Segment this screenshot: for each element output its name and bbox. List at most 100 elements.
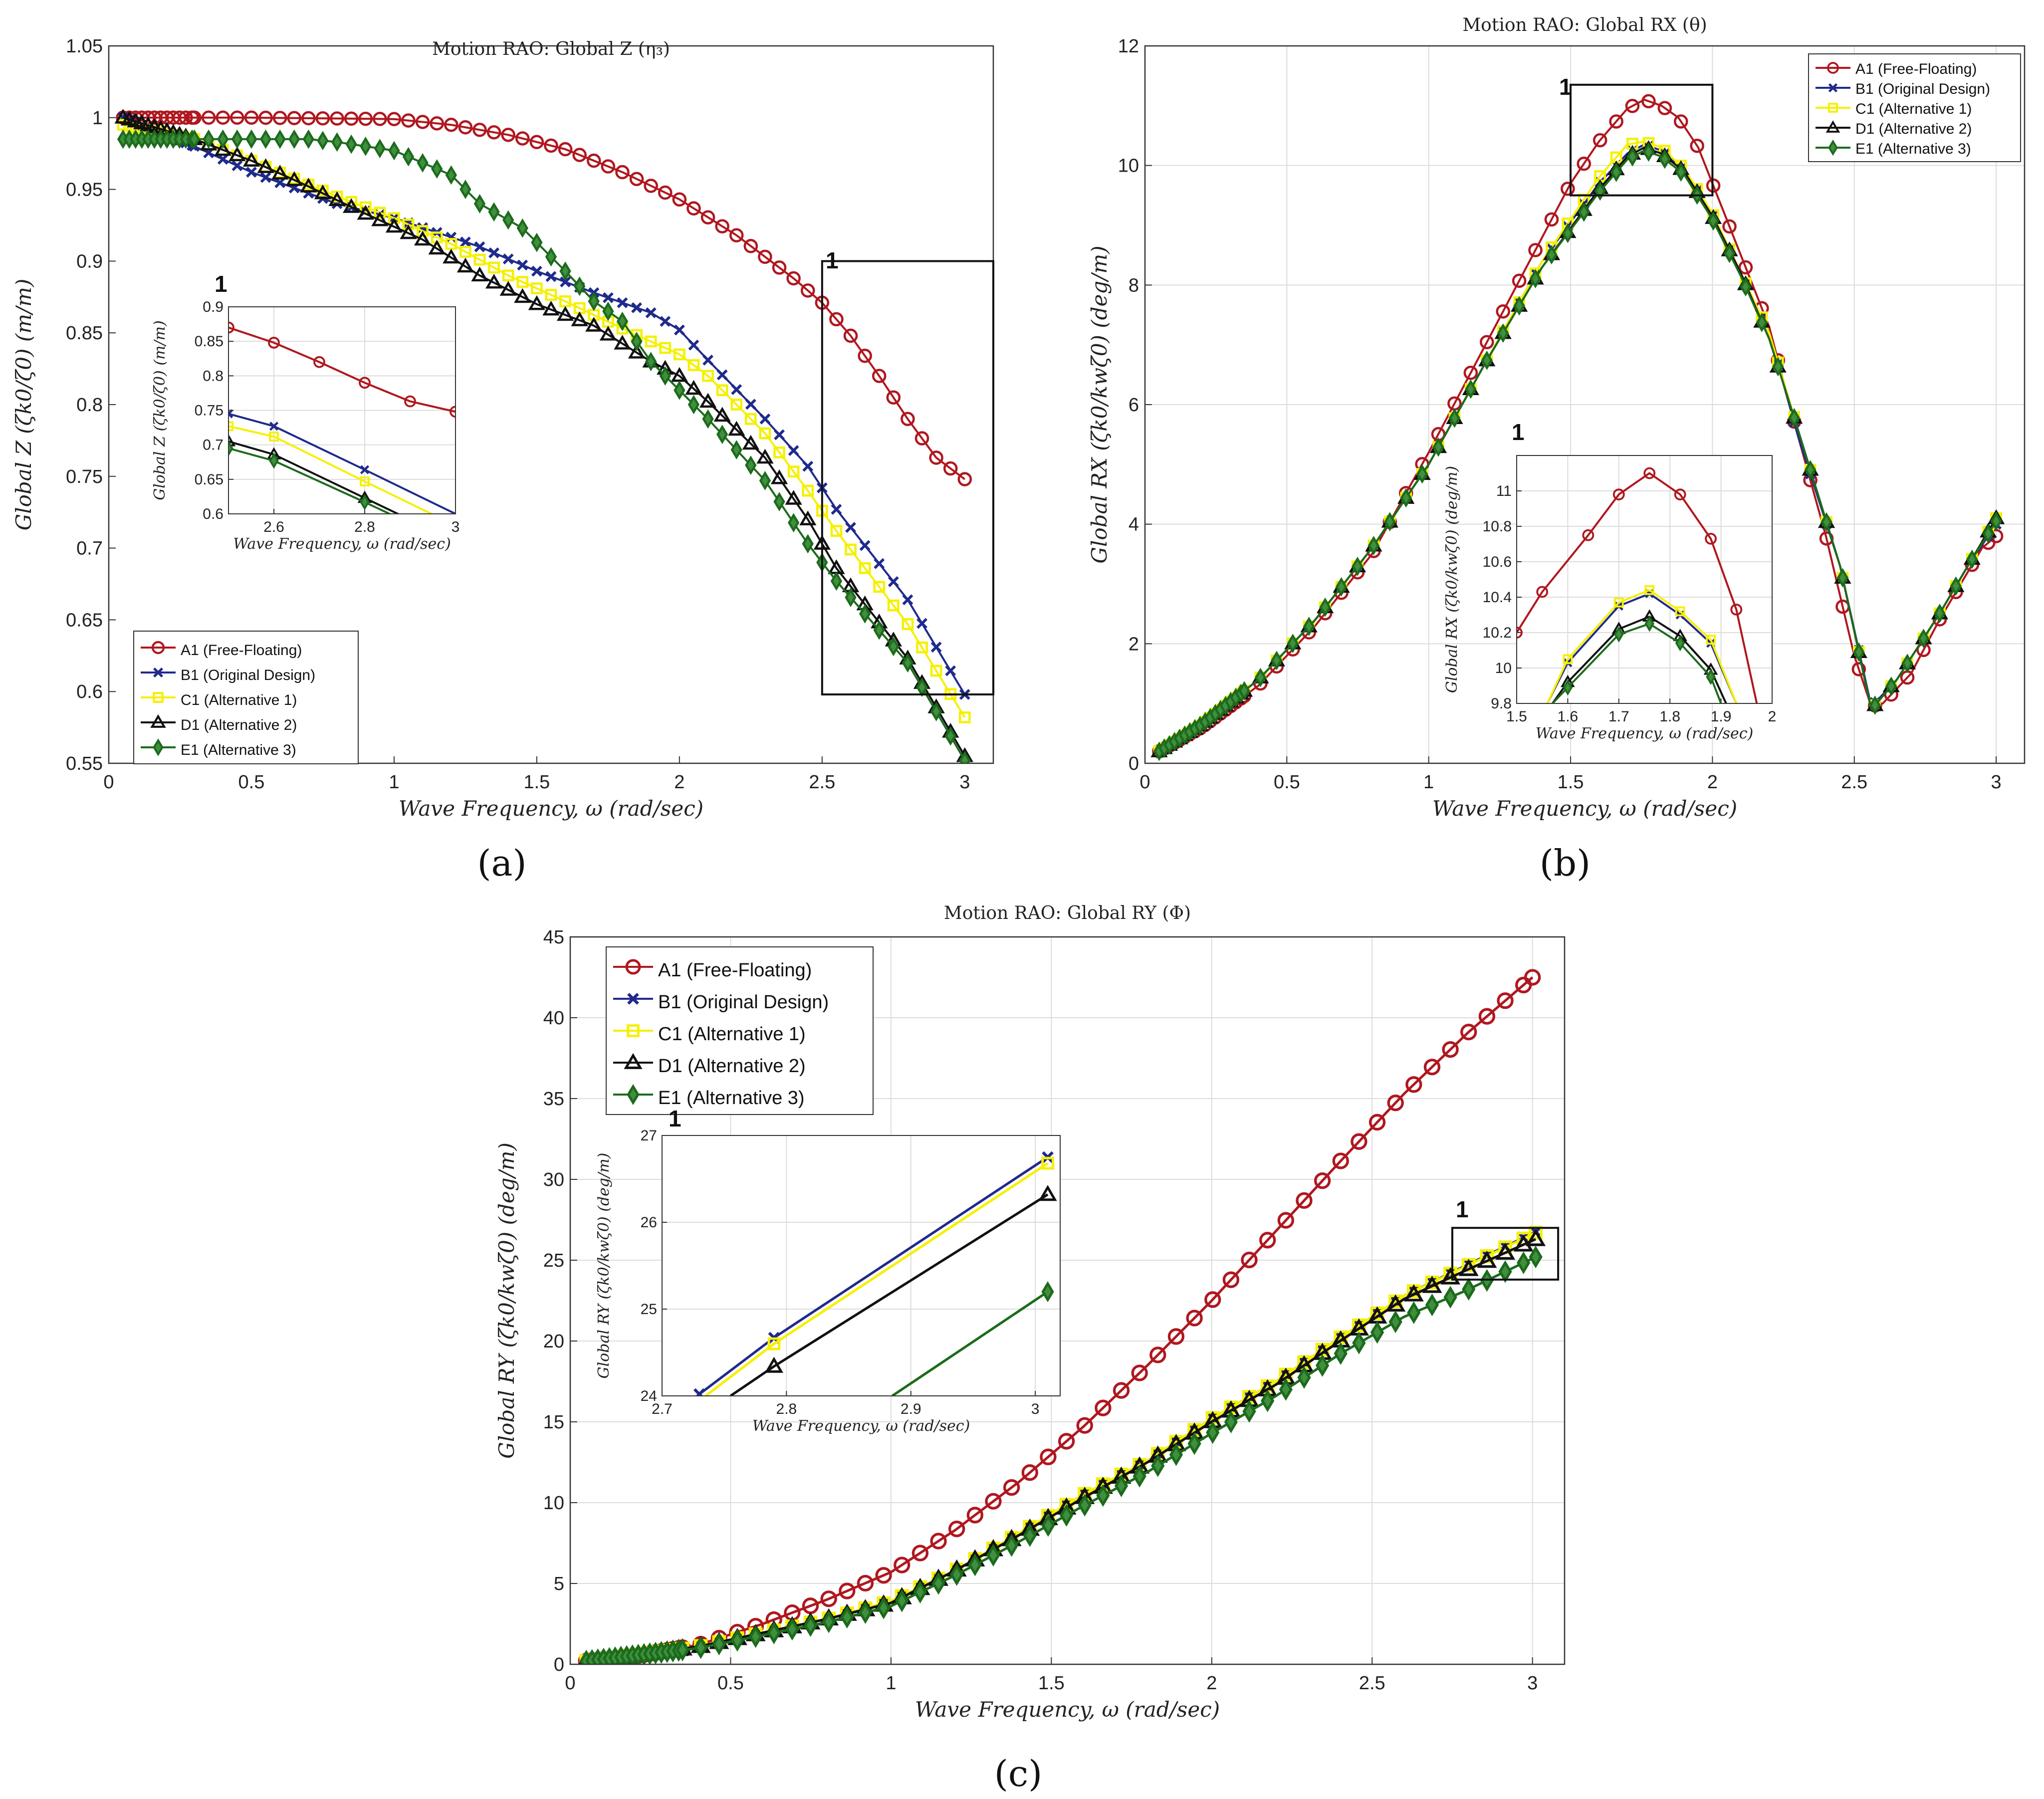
- chart-b-ytick-label: 6: [1129, 395, 1139, 416]
- chart-b-marker-e1-alternative-3: [1416, 464, 1428, 484]
- chart-a-marker-b1-original-design: [688, 339, 699, 351]
- chart-a-marker-c1-alternative-1: [759, 427, 771, 440]
- chart-b-marker-e1-alternative-3: [1982, 524, 1994, 544]
- chart-b-marker-e1-alternative-3: [1400, 488, 1412, 508]
- chart-c-ylabel: Global RY (ζk0/kwζ0) (deg/m): [494, 1142, 519, 1459]
- chart-a-marker-a1-free-floating: [415, 115, 430, 129]
- chart-b-xtick-label: 0.5: [1274, 772, 1300, 793]
- chart-a-marker-d1-alternative-2: [214, 141, 231, 156]
- chart-a-marker-e1-alternative-3: [616, 311, 629, 331]
- chart-c-inset-series-d1-alternative-2: [729, 1185, 1057, 1396]
- chart-a-marker-b1-original-design: [716, 369, 728, 381]
- chart-a-marker-c1-alternative-1: [958, 711, 971, 723]
- chart-a-marker-b1-original-design: [517, 259, 528, 271]
- chart-c-marker-e1-alternative-3: [986, 1544, 1000, 1567]
- chart-a-marker-e1-alternative-3: [402, 147, 415, 167]
- chart-a-marker-c1-alternative-1: [545, 289, 557, 301]
- chart-a-zoom-box: [821, 260, 995, 695]
- chart-b-marker-e1-alternative-3: [1238, 681, 1250, 701]
- chart-a-marker-a1-free-floating: [729, 228, 744, 242]
- chart-c-ytick-label: 35: [543, 1089, 564, 1110]
- chart-b-inset-marker-e1-alternative-3: [1614, 626, 1624, 643]
- chart-c-inset-xtick-label: 2.7: [652, 1401, 673, 1417]
- chart-c-ytick-label: 45: [543, 927, 564, 948]
- chart-a-marker-d1-alternative-2: [257, 158, 274, 173]
- chart-a-marker-a1-free-floating: [544, 138, 558, 153]
- chart-c-inset-marker-1: 1: [669, 1106, 681, 1131]
- chart-a-marker-a1-free-floating: [558, 142, 573, 157]
- chart-c-marker-e1-alternative-3: [676, 1638, 689, 1661]
- chart-c-marker-e1-alternative-3: [803, 1614, 818, 1637]
- chart-a-marker-e1-alternative-3: [930, 702, 942, 721]
- chart-a-marker-a1-free-floating: [829, 312, 844, 327]
- chart-b-marker-a1-free-floating: [1674, 114, 1688, 129]
- chart-a-marker-a1-free-floating: [244, 110, 259, 125]
- chart-c-marker-e1-alternative-3: [1096, 1484, 1110, 1507]
- chart-a-inset-marker-b1-original-design: [228, 409, 233, 419]
- chart-c-inset-ytick-label: 25: [641, 1301, 657, 1318]
- chart-c-marker-e1-alternative-3: [1242, 1400, 1256, 1423]
- chart-a-marker-c1-alternative-1: [830, 525, 843, 537]
- chart-b-inset-ylabel: Global RX (ζk0/kwζ0) (deg/m): [1443, 466, 1461, 693]
- chart-c-marker-e1-alternative-3: [1352, 1332, 1366, 1354]
- chart-b-marker-a1-free-floating: [1657, 101, 1672, 115]
- chart-c-marker-a1-free-floating: [948, 1520, 965, 1538]
- chart-a-inset-line-c1-alternative-1: [228, 425, 434, 514]
- chart-c-series-e1-alternative-3: [579, 1245, 1543, 1664]
- chart-a-marker-e1-alternative-3: [944, 726, 956, 746]
- chart-b-inset-xtick-label: 1.6: [1558, 708, 1579, 725]
- chart-b-inset-ytick-label: 11: [1496, 483, 1512, 499]
- chart-a-marker-b1-original-design: [874, 558, 885, 569]
- chart-a-xtick-label: 0: [103, 772, 114, 793]
- chart-b-inset-marker-a1-free-floating: [1536, 586, 1549, 598]
- chart-b-marker-e1-alternative-3: [1335, 577, 1348, 597]
- chart-a-marker-b1-original-design: [859, 540, 871, 551]
- chart-a-marker-d1-alternative-2: [742, 435, 760, 450]
- chart-c-marker-a1-free-floating: [985, 1493, 1002, 1510]
- chart-a-marker-c1-alternative-1: [802, 484, 814, 497]
- chart-a-inset-marker-c1-alternative-1: [269, 432, 279, 442]
- chart-c-marker-a1-free-floating: [1058, 1433, 1075, 1450]
- chart-a-marker-d1-alternative-2: [699, 393, 717, 408]
- chart-c-marker-a1-free-floating: [1442, 1041, 1459, 1058]
- chart-a-ytick-label: 0.75: [66, 466, 103, 487]
- chart-a-inset-ytick-label: 0.65: [195, 471, 224, 488]
- chart-a-marker-c1-alternative-1: [673, 348, 685, 361]
- chart-b-inset-marker-e1-alternative-3: [1706, 669, 1716, 685]
- chart-b-legend-marker: [1828, 139, 1838, 156]
- chart-a-marker-a1-free-floating: [629, 172, 644, 187]
- chart-a-marker-c1-alternative-1: [687, 359, 700, 371]
- chart-c-inset-ytick-label: 26: [641, 1214, 657, 1231]
- chart-a-marker-e1-alternative-3: [631, 332, 643, 351]
- chart-b-legend-marker: [1828, 83, 1838, 93]
- chart-c-marker-e1-alternative-3: [730, 1629, 744, 1652]
- chart-a-marker-d1-alternative-2: [599, 326, 617, 341]
- chart-a-marker-c1-alternative-1: [916, 641, 928, 654]
- chart-b-marker-e1-alternative-3: [1707, 211, 1719, 231]
- chart-b-legend-label: D1 (Alternative 2): [1855, 121, 1972, 137]
- chart-b-marker-e1-alternative-3: [1562, 224, 1574, 243]
- chart-a-marker-a1-free-floating: [287, 111, 302, 125]
- chart-b-marker-e1-alternative-3: [1917, 629, 1930, 649]
- chart-a-inset-marker-1: 1: [215, 271, 227, 297]
- chart-a-marker-a1-free-floating: [658, 185, 673, 200]
- chart-c-marker-e1-alternative-3: [913, 1580, 927, 1604]
- chart-a-marker-b1-original-design: [759, 413, 771, 425]
- chart-a-marker-e1-alternative-3: [574, 276, 586, 296]
- chart-c-zoom-box: [1451, 1227, 1560, 1281]
- chart-b-marker-e1-alternative-3: [1950, 576, 1962, 596]
- chart-c-xtick-label: 0.5: [717, 1673, 744, 1694]
- chart-c-marker-e1-alternative-3: [1114, 1474, 1129, 1498]
- chart-b-marker-e1-alternative-3: [1481, 350, 1493, 370]
- chart-c-marker-e1-alternative-3: [1224, 1410, 1238, 1433]
- chart-a-marker-c1-alternative-1: [645, 335, 657, 348]
- chart-a-xtick-label: 2: [674, 772, 684, 793]
- chart-c-legend-marker: [627, 993, 639, 1005]
- chart-a-marker-c1-alternative-1: [459, 245, 471, 258]
- chart-c-marker-e1-alternative-3: [1316, 1354, 1330, 1377]
- chart-b-inset-series-a1-free-floating: [1517, 467, 1758, 703]
- chart-a-inset-marker-a1-free-floating: [359, 377, 371, 389]
- chart-c-legend-label: C1 (Alternative 1): [658, 1024, 806, 1045]
- chart-a-marker-a1-free-floating: [515, 131, 530, 146]
